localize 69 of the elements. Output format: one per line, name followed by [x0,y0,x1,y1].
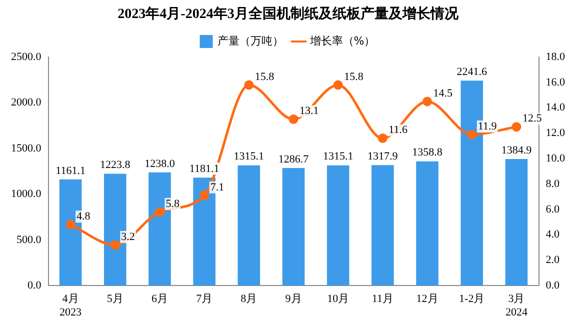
point [200,190,210,200]
data-label: 1384.9 [501,144,532,156]
x-tick-label: 10月 [327,293,350,306]
data-label: 15.8 [254,70,275,83]
data-label: 1315.1 [234,150,264,163]
y-tick-label: 2000.0 [11,96,42,109]
y-tick-label: 1000.0 [11,188,42,200]
point [110,240,120,250]
bar [372,165,394,286]
y2-tick-label: 6.0 [546,203,560,216]
data-label: 11.6 [388,124,408,136]
y2-tick-label: 4.0 [546,228,560,241]
point [467,130,477,140]
x-tick-label: 5月 [106,293,124,306]
data-label: 1315.1 [322,150,354,163]
point [512,122,522,132]
y2-tick-label: 12.0 [546,127,566,140]
x-tick-label: 9月 [285,293,302,306]
bar [238,165,260,286]
x-tick-label: 1-2月 [459,293,485,306]
point [333,80,343,90]
legend-label: 增长率（%） [308,34,376,48]
x-tick-label: 7月 [196,293,213,306]
y2-tick-label: 2.0 [546,254,560,266]
bar [326,165,350,286]
data-label: 1161.1 [56,164,86,177]
x-tick-label: 11月 [372,293,394,306]
bar [282,168,305,286]
y2-tick-label: 14.0 [546,102,566,114]
chart-title: 2023年4月-2024年3月全国机制纸及纸板产量及增长情况 [116,5,460,24]
x-tick-label: 4月 2023 [60,293,82,318]
point [154,207,164,217]
x-tick-label: 6月 [151,293,168,306]
data-label: 1223.8 [100,159,131,172]
x-tick-label: 3月 2024 [505,293,528,318]
x-tick-label: 12月 [416,293,438,306]
data-label: 15.8 [344,70,364,83]
y-tick-label: 2500.0 [11,50,42,63]
data-label: 11.9 [478,120,498,132]
y2-tick-label: 0.0 [546,279,560,292]
data-label: 14.5 [433,87,454,100]
data-label: 5.8 [166,198,180,210]
y2-tick-label: 16.0 [546,76,566,88]
point [244,80,254,90]
y-tick-label: 0.0 [28,279,42,292]
point [378,134,388,144]
y2-tick-label: 8.0 [546,178,560,190]
data-label: 1317.9 [368,150,398,162]
point [66,220,76,230]
bar [416,161,438,286]
data-label: 7.1 [210,181,224,194]
legend-label: 产量（万吨） [217,34,284,48]
data-label: 3.2 [121,230,135,243]
y-tick-label: 1500.0 [11,142,42,154]
data-label: 1181.1 [189,162,220,175]
data-label: 2241.6 [456,66,488,78]
bar [505,158,528,286]
data-label: 1238.0 [144,158,176,170]
data-label: 13.1 [300,105,319,118]
y2-tick-label: 10.0 [546,152,566,164]
y2-tick-label: 18.0 [546,50,566,63]
data-label: 1358.8 [412,146,443,159]
data-label: 12.5 [522,112,542,125]
data-label: 1286.7 [278,153,310,166]
point [288,114,298,124]
x-tick-label: 8月 [240,293,258,306]
point [422,96,432,106]
data-label: 4.8 [76,210,91,223]
y-tick-label: 500.0 [16,234,42,246]
